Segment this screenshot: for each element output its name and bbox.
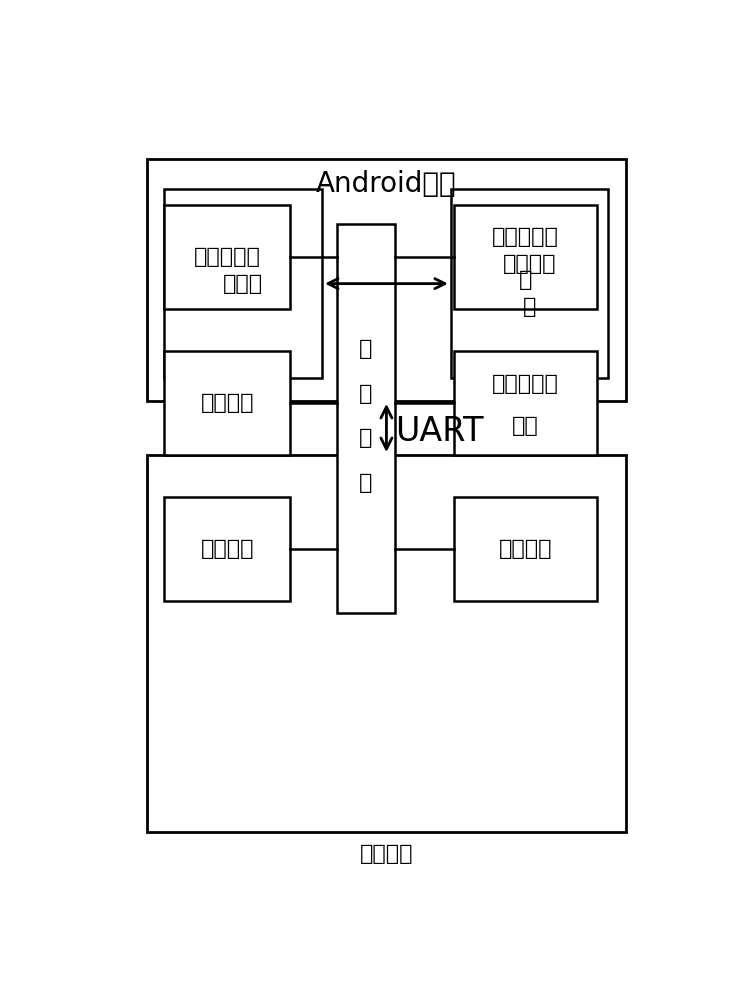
Bar — [164, 351, 290, 455]
Text: 称重传感器: 称重传感器 — [194, 247, 261, 267]
Bar — [147, 455, 626, 832]
Text: 模块: 模块 — [512, 416, 538, 436]
Text: UART: UART — [395, 415, 483, 448]
Text: 应用层: 应用层 — [223, 274, 263, 294]
Bar — [164, 189, 322, 378]
Text: 制: 制 — [360, 384, 372, 404]
Bar — [164, 497, 290, 601]
Text: 光感应器: 光感应器 — [498, 539, 552, 559]
Text: 块: 块 — [519, 270, 532, 290]
Bar — [454, 497, 596, 601]
Text: Android平台: Android平台 — [316, 170, 457, 198]
Text: 电源模块: 电源模块 — [201, 539, 254, 559]
Text: 模: 模 — [360, 428, 372, 448]
Bar — [454, 205, 596, 309]
Text: 块: 块 — [360, 473, 372, 493]
Bar — [454, 351, 596, 455]
Text: 动态链接: 动态链接 — [503, 254, 556, 274]
Text: 控: 控 — [360, 339, 372, 359]
Bar — [147, 159, 626, 401]
Text: 判断预警模: 判断预警模 — [492, 227, 559, 247]
Text: 允许值输入: 允许值输入 — [492, 374, 559, 394]
Bar — [337, 224, 395, 613]
Text: 称重装置: 称重装置 — [360, 844, 413, 864]
Text: 库: 库 — [523, 297, 536, 317]
Bar — [164, 205, 290, 309]
Text: 存储模块: 存储模块 — [201, 393, 254, 413]
Bar — [451, 189, 608, 378]
